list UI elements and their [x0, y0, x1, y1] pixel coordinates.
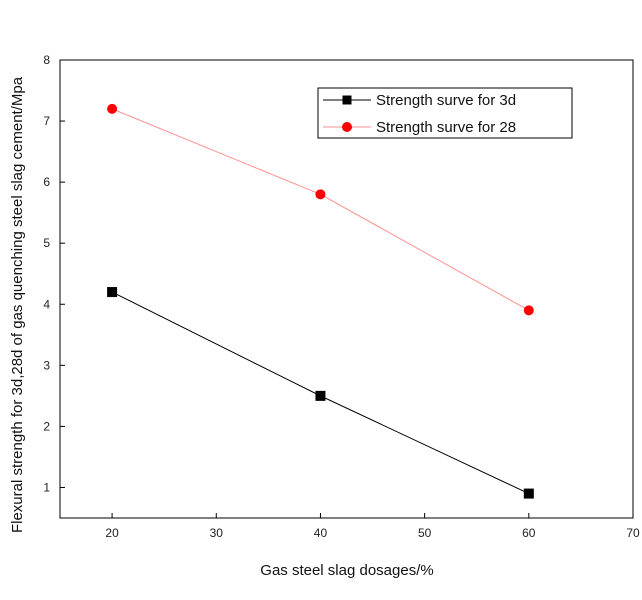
y-tick-label: 4 [43, 297, 50, 311]
x-tick-label: 30 [210, 526, 224, 540]
legend-label-3d: Strength surve for 3d [376, 92, 516, 109]
y-tick-label: 7 [43, 114, 50, 128]
y-tick-label: 3 [43, 358, 50, 372]
y-tick-label: 6 [43, 175, 50, 189]
legend: Strength surve for 3d Strength surve for… [317, 87, 573, 139]
legend-marker-28d [342, 122, 352, 132]
y-tick-label: 8 [43, 53, 50, 67]
x-tick-label: 50 [418, 526, 432, 540]
legend-marker-3d [342, 95, 352, 105]
legend-box [317, 87, 573, 139]
data-point-circle [523, 305, 534, 316]
x-tick-label: 60 [522, 526, 536, 540]
data-point-square [315, 390, 326, 401]
y-tick-label: 2 [43, 419, 50, 433]
data-point-circle [315, 189, 326, 200]
x-tick-label: 40 [314, 526, 328, 540]
y-axis-title-group: Flexural strength for 3d,28d of gas quen… [9, 76, 26, 533]
legend-label-28d: Strength surve for 28 [376, 119, 516, 136]
data-point-square [107, 287, 118, 298]
series-markers-group [107, 103, 534, 499]
y-tick-label: 5 [43, 236, 50, 250]
series-lines-group [111, 108, 530, 495]
x-axis-title: Gas steel slag dosages/% [260, 562, 433, 579]
ticks-group: 20 30 40 50 60 70 1 2 3 4 5 6 7 8 [43, 53, 640, 540]
y-axis-title: Flexural strength for 3d,28d of gas quen… [9, 76, 26, 533]
data-point-square [523, 488, 534, 499]
y-tick-label: 1 [43, 480, 50, 494]
series-line-1 [111, 108, 530, 311]
plot-area-frame [59, 59, 634, 519]
x-tick-label: 20 [105, 526, 119, 540]
data-point-circle [107, 103, 118, 114]
x-tick-label: 70 [626, 526, 640, 540]
